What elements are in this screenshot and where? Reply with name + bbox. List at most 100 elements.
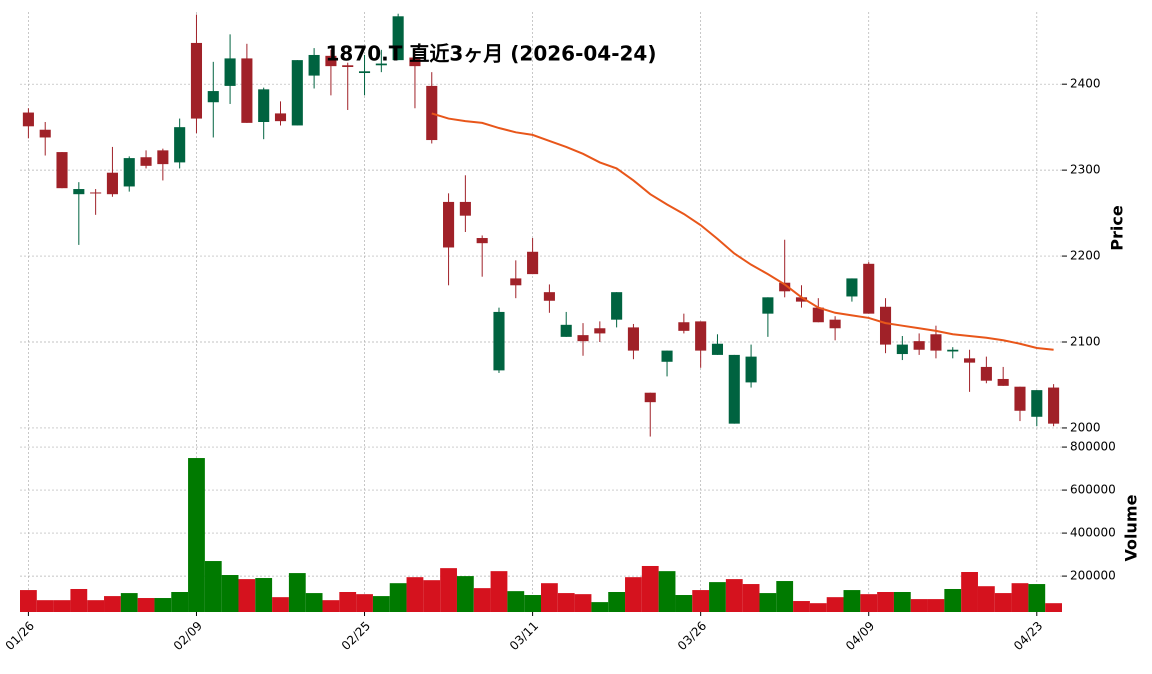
volume-bar xyxy=(877,592,894,612)
candle-body xyxy=(543,292,555,301)
candle-body xyxy=(728,354,740,424)
volume-bar xyxy=(994,593,1012,612)
volume-bar xyxy=(608,592,626,612)
candle-body xyxy=(90,192,102,194)
volume-bar xyxy=(238,579,256,612)
candle-body xyxy=(22,112,34,127)
candle-body xyxy=(1014,386,1026,411)
volume-bar xyxy=(524,595,541,612)
y-tick-label: 2100 xyxy=(1070,335,1101,349)
volume-bar xyxy=(104,596,121,612)
volume-bar xyxy=(860,594,878,612)
volume-bar xyxy=(1028,584,1046,612)
volume-bar xyxy=(574,594,592,612)
volume-bar xyxy=(557,593,575,612)
volume-bar xyxy=(927,599,945,612)
volume-bar xyxy=(893,592,911,612)
moving-average xyxy=(431,112,1054,351)
candle-body xyxy=(258,89,270,123)
candle-body xyxy=(274,113,287,122)
candle-body xyxy=(241,58,253,123)
volume-bar xyxy=(473,588,491,612)
candle-body xyxy=(560,324,572,337)
candle-body xyxy=(930,334,942,351)
volume-bar xyxy=(221,575,239,612)
candle-body xyxy=(745,356,757,383)
candle-body xyxy=(56,152,68,189)
volume-bar xyxy=(843,590,861,612)
volume-bar xyxy=(255,578,273,612)
volume-bar xyxy=(171,592,189,612)
volume-bar xyxy=(507,591,525,612)
x-tick-label: 03/26 xyxy=(675,619,709,653)
volume-bar xyxy=(641,565,659,612)
y-axis-label: Price xyxy=(1108,205,1127,251)
candle-body xyxy=(795,297,808,302)
candle-body xyxy=(426,85,438,141)
volume-bar xyxy=(692,590,710,612)
volume-bar xyxy=(910,599,928,612)
candle-body xyxy=(510,278,522,286)
candle-body xyxy=(527,251,539,275)
candle-body xyxy=(443,201,455,248)
volume-bar xyxy=(272,597,289,612)
volume-bar xyxy=(826,597,844,612)
candle-body xyxy=(1048,387,1060,424)
volume-bar xyxy=(541,583,558,612)
candle-body xyxy=(644,392,656,403)
volume-bar xyxy=(305,593,323,612)
volume-tick-label: 400000 xyxy=(1070,526,1116,540)
candle-body xyxy=(594,328,606,334)
volume-bar xyxy=(675,595,693,612)
x-tick-label: 01/26 xyxy=(3,619,37,653)
candle-body xyxy=(863,263,875,314)
volume-bar xyxy=(977,586,995,612)
volume-bar xyxy=(372,596,390,612)
candle-body xyxy=(157,150,169,165)
volume-bar xyxy=(322,600,340,612)
volume-bar xyxy=(53,600,71,612)
candle-body xyxy=(39,129,51,138)
candle-body xyxy=(997,378,1009,386)
candle-body xyxy=(947,349,959,352)
volume-bar xyxy=(87,600,105,612)
y-tick-label: 2300 xyxy=(1070,163,1101,177)
candle-body xyxy=(459,201,471,216)
volume-bar xyxy=(961,572,978,612)
candle-body xyxy=(140,157,152,166)
candle-body xyxy=(577,335,589,342)
volume-bar xyxy=(1045,603,1062,612)
volume-tick-label: 800000 xyxy=(1070,440,1116,454)
x-tick-label: 03/11 xyxy=(507,619,541,653)
volume-bar xyxy=(944,588,962,612)
candle-body xyxy=(174,127,186,163)
volume-bar xyxy=(725,579,743,612)
volume-bar xyxy=(339,592,357,612)
volume-bar xyxy=(709,582,726,612)
y-tick-label: 2400 xyxy=(1070,77,1101,91)
volume-tick-label: 600000 xyxy=(1070,483,1116,497)
volume-bar xyxy=(188,458,205,612)
x-tick-label: 02/09 xyxy=(171,619,205,653)
candle-body xyxy=(392,16,404,61)
volume-bar xyxy=(1011,583,1029,612)
x-tick-label: 04/09 xyxy=(843,619,877,653)
candle-body xyxy=(896,344,908,355)
volume-bar xyxy=(120,593,138,612)
candle-body xyxy=(493,311,505,371)
x-tick-label: 02/25 xyxy=(339,619,373,653)
candle-body xyxy=(358,71,371,74)
x-tick-label: 04/23 xyxy=(1011,619,1045,653)
candle-body xyxy=(611,292,623,320)
candle-body xyxy=(711,343,724,355)
candle-body xyxy=(308,54,320,76)
volume-bar xyxy=(406,577,424,612)
volume-bar xyxy=(591,602,609,612)
volume-bar xyxy=(490,571,508,612)
candle-body xyxy=(913,341,925,350)
candle-body xyxy=(409,57,421,67)
candle-body xyxy=(846,278,858,297)
candle-body xyxy=(224,58,236,86)
candle-body xyxy=(207,91,219,103)
